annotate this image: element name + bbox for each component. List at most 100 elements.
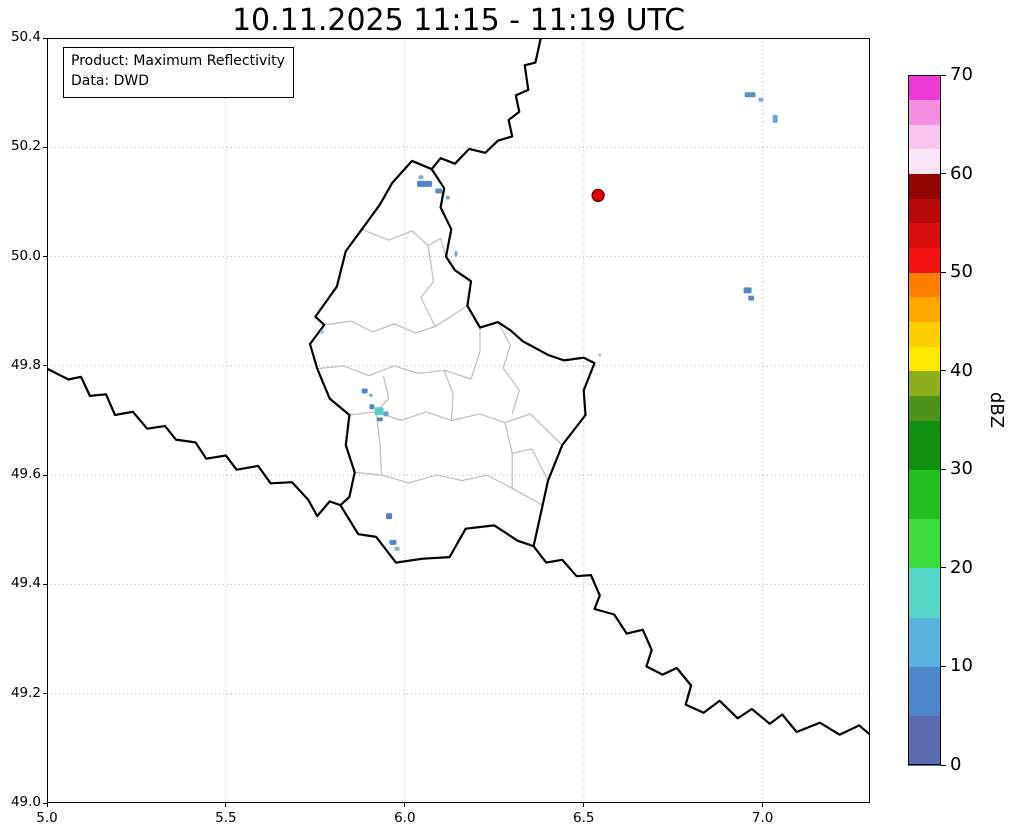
canton-border (443, 369, 454, 421)
border-luxembourg (308, 159, 596, 564)
radar-echo (369, 404, 375, 410)
colorbar-segment (908, 321, 941, 347)
colorbar-segment (908, 222, 941, 249)
colorbar-tick-label: 0 (950, 754, 962, 775)
y-axis-tick-label: 49.6 (10, 466, 41, 483)
canton-border (361, 228, 447, 257)
border-belgium-germany (411, 38, 542, 171)
colorbar-tick-mark (941, 567, 946, 569)
canton-border (504, 422, 513, 489)
radar-station-marker (591, 188, 605, 203)
colorbar-tick-mark (941, 74, 946, 76)
radar-echo (598, 353, 602, 357)
colorbar-segment (908, 124, 941, 150)
x-axis-tick-label: 7.0 (751, 810, 774, 826)
colorbar-segment (908, 469, 941, 520)
radar-echo (394, 546, 400, 551)
colorbar-tick-mark (941, 764, 946, 766)
y-axis-tick-label: 49.0 (10, 794, 41, 810)
canton-border (317, 365, 472, 380)
canton-border (420, 245, 436, 327)
radar-echo (319, 330, 324, 334)
canton-border (375, 411, 383, 476)
colorbar-tick-label: 50 (950, 261, 973, 283)
colorbar-segment (908, 617, 941, 667)
radar-echo (744, 92, 756, 98)
radar-echo (743, 287, 752, 294)
y-axis-tick-label: 49.8 (10, 356, 41, 373)
colorbar-segment (908, 75, 941, 101)
radar-echo (417, 180, 432, 187)
canton-border (497, 321, 520, 415)
colorbar-segment (908, 148, 941, 175)
colorbar-tick-label: 10 (950, 655, 973, 677)
colorbar-tick-mark (941, 173, 946, 175)
colorbar-segment (908, 296, 941, 322)
colorbar-segment (908, 173, 941, 199)
colorbar-tick-mark (941, 370, 946, 372)
colorbar (908, 75, 941, 766)
radar-echo (389, 539, 397, 545)
x-axis-tick-mark (404, 803, 406, 807)
data-source-label: Data: DWD (71, 73, 149, 90)
y-axis-tick-label: 49.2 (10, 684, 41, 701)
x-axis-tick-mark (583, 803, 585, 807)
canton-border (512, 448, 549, 481)
radar-echo (383, 411, 389, 417)
plot-title: 10.11.2025 11:15 - 11:19 UTC (231, 3, 686, 38)
border-france-germany (532, 545, 870, 736)
x-axis-tick-mark (46, 803, 48, 807)
map-canvas (47, 38, 870, 803)
y-axis-tick-label: 50.0 (10, 247, 41, 264)
colorbar-tick-mark (941, 468, 946, 470)
canton-border (375, 375, 390, 413)
map-plot: Product: Maximum Reflectivity Data: DWD (47, 38, 870, 803)
colorbar-segment (908, 567, 941, 618)
y-axis-tick-label: 49.4 (10, 575, 41, 592)
colorbar-segment (908, 198, 941, 224)
colorbar-segment (908, 346, 941, 372)
radar-echo (748, 295, 755, 301)
canton-border (354, 471, 543, 506)
radar-echo (445, 195, 450, 200)
colorbar-segment (908, 666, 941, 717)
colorbar-segment (908, 715, 941, 766)
radar-echo (368, 393, 373, 397)
colorbar-tick-mark (941, 665, 946, 667)
canton-border (470, 327, 481, 380)
colorbar-segment (908, 420, 941, 470)
colorbar-tick-label: 40 (950, 359, 973, 381)
colorbar-tick-mark (941, 271, 946, 273)
radar-echo (361, 388, 368, 394)
x-axis-tick-mark (762, 803, 764, 807)
x-axis-tick-label: 6.0 (394, 810, 416, 826)
canton-border (324, 305, 468, 334)
radar-echo (758, 97, 764, 102)
canton-border (349, 411, 563, 446)
x-axis-tick-label: 5.5 (215, 810, 237, 826)
plot-frame (47, 38, 870, 803)
radar-echo (376, 417, 383, 422)
radar-echo (772, 114, 778, 123)
colorbar-segment (908, 247, 941, 273)
radar-echo (435, 188, 443, 194)
colorbar-segment (908, 99, 941, 125)
radar-echo (454, 250, 458, 257)
x-axis-tick-label: 6.5 (572, 810, 595, 826)
x-axis-tick-label: 5.0 (36, 810, 58, 826)
colorbar-segment (908, 395, 941, 421)
product-name-label: Product: Maximum Reflectivity (71, 53, 285, 69)
y-axis-tick-label: 50.4 (10, 29, 41, 45)
colorbar-tick-label: 60 (950, 162, 973, 184)
colorbar-segment (908, 370, 941, 396)
colorbar-unit-label: dBZ (986, 392, 1007, 429)
radar-echo (418, 175, 424, 180)
colorbar-segment (908, 272, 941, 298)
x-axis-tick-mark (225, 803, 227, 807)
radar-echo (386, 513, 393, 520)
y-axis-tick-label: 50.2 (10, 138, 41, 155)
colorbar-tick-label: 20 (950, 556, 973, 578)
colorbar-segment (908, 518, 941, 569)
colorbar-frame (908, 75, 941, 765)
